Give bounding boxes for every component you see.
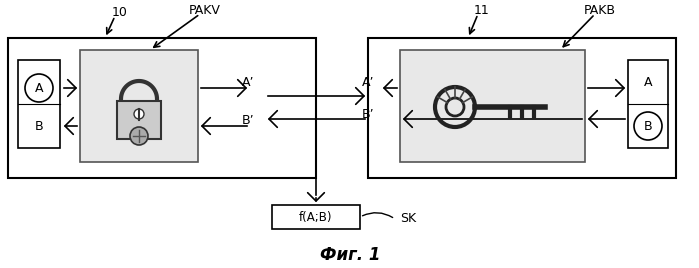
Bar <box>272 205 360 229</box>
Text: A: A <box>35 81 43 95</box>
Text: 10: 10 <box>112 6 128 18</box>
Text: Фиг. 1: Фиг. 1 <box>319 246 380 264</box>
Text: PAKV: PAKV <box>189 3 221 17</box>
Text: B: B <box>35 120 43 132</box>
Text: B: B <box>644 120 652 132</box>
Text: B’: B’ <box>361 107 374 121</box>
Bar <box>80 50 198 162</box>
Text: SK: SK <box>400 213 416 225</box>
Bar <box>368 38 676 178</box>
Circle shape <box>130 127 148 145</box>
Text: A’: A’ <box>361 76 374 90</box>
Bar <box>117 101 161 139</box>
Bar <box>18 60 60 148</box>
Bar <box>400 50 585 162</box>
Circle shape <box>134 109 144 119</box>
Text: A: A <box>644 76 652 88</box>
Text: 11: 11 <box>474 3 490 17</box>
Text: PAKB: PAKB <box>584 3 616 17</box>
Text: A’: A’ <box>242 76 254 90</box>
Bar <box>8 38 316 178</box>
Text: f(A;B): f(A;B) <box>299 210 333 224</box>
Bar <box>628 60 668 148</box>
Text: B’: B’ <box>242 114 254 128</box>
